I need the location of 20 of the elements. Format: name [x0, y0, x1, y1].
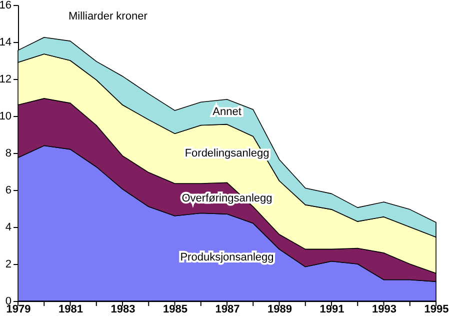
- x-tick-label: 1989: [268, 304, 292, 316]
- y-tick-label: 4: [5, 222, 12, 234]
- x-tick-label: 1983: [110, 304, 136, 316]
- y-axis-title: Milliarder kroner: [68, 10, 148, 22]
- y-tick-label: 12: [0, 74, 12, 86]
- series-label: Annet: [212, 106, 242, 118]
- y-tick-label: 6: [5, 184, 12, 196]
- x-tick-label: 1995: [424, 304, 449, 316]
- y-tick-label: 2: [5, 258, 12, 270]
- x-tick-label: 1981: [58, 304, 83, 316]
- series-label: Produksjonsanlegg: [180, 252, 274, 264]
- x-tick-label: 1993: [372, 304, 396, 316]
- y-tick-label: 10: [0, 110, 12, 122]
- y-tick-label: 16: [0, 0, 12, 12]
- x-tick-label: 1979: [6, 304, 31, 316]
- x-tick-label: 1991: [320, 304, 344, 316]
- x-tick-label: 1987: [215, 304, 240, 316]
- y-tick-label: 14: [0, 36, 12, 48]
- x-tick-label: 1985: [163, 304, 188, 316]
- y-tick-label: 8: [5, 148, 12, 160]
